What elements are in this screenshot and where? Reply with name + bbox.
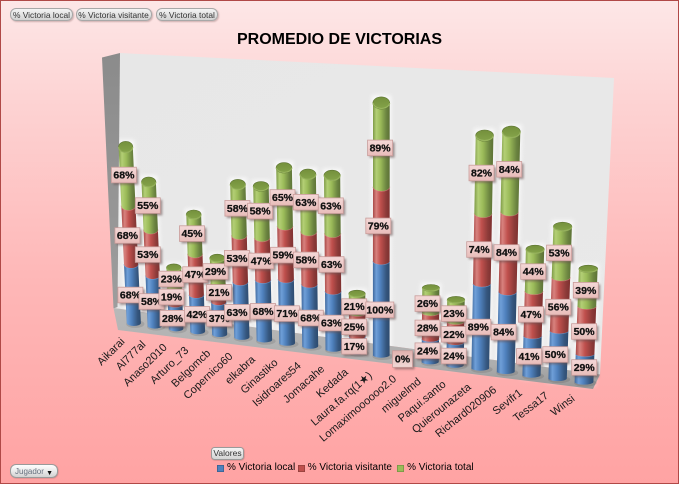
svg-text:25%: 25% <box>344 321 366 333</box>
svg-text:Winsi: Winsi <box>549 393 578 419</box>
svg-text:53%: 53% <box>137 249 159 261</box>
svg-text:53%: 53% <box>226 253 248 265</box>
svg-text:59%: 59% <box>272 250 294 262</box>
svg-text:68%: 68% <box>252 306 274 318</box>
svg-text:47%: 47% <box>251 256 273 268</box>
svg-text:68%: 68% <box>117 230 139 242</box>
svg-text:23%: 23% <box>443 308 465 320</box>
svg-text:19%: 19% <box>161 292 183 304</box>
svg-text:21%: 21% <box>208 287 230 299</box>
svg-text:50%: 50% <box>545 349 567 361</box>
svg-text:100%: 100% <box>366 304 394 316</box>
svg-text:68%: 68% <box>300 313 322 325</box>
svg-text:55%: 55% <box>137 200 159 212</box>
svg-text:17%: 17% <box>344 341 366 353</box>
svg-text:63%: 63% <box>321 259 343 271</box>
svg-text:28%: 28% <box>162 313 184 325</box>
svg-text:63%: 63% <box>295 197 317 209</box>
svg-text:84%: 84% <box>496 247 518 259</box>
svg-text:47%: 47% <box>520 309 542 321</box>
svg-text:84%: 84% <box>499 164 521 176</box>
svg-text:63%: 63% <box>320 200 342 212</box>
svg-text:24%: 24% <box>417 345 439 357</box>
svg-text:47%: 47% <box>185 269 207 281</box>
svg-text:63%: 63% <box>226 307 248 319</box>
svg-text:89%: 89% <box>370 143 392 155</box>
svg-text:29%: 29% <box>205 266 227 278</box>
svg-text:23%: 23% <box>161 274 183 286</box>
svg-text:79%: 79% <box>368 221 390 233</box>
svg-text:22%: 22% <box>443 329 465 341</box>
svg-text:58%: 58% <box>227 203 249 215</box>
svg-text:82%: 82% <box>471 168 493 180</box>
svg-text:58%: 58% <box>250 206 272 218</box>
svg-text:28%: 28% <box>417 323 439 335</box>
svg-text:44%: 44% <box>523 266 545 278</box>
svg-text:63%: 63% <box>321 318 343 330</box>
svg-text:68%: 68% <box>113 170 135 182</box>
svg-text:74%: 74% <box>469 244 491 256</box>
svg-text:42%: 42% <box>186 309 208 321</box>
svg-text:24%: 24% <box>443 351 465 363</box>
svg-text:41%: 41% <box>518 351 540 363</box>
svg-text:68%: 68% <box>120 290 142 302</box>
svg-text:45%: 45% <box>181 228 203 240</box>
svg-text:56%: 56% <box>548 302 570 314</box>
svg-text:65%: 65% <box>272 192 294 204</box>
svg-text:26%: 26% <box>417 298 439 310</box>
svg-text:53%: 53% <box>549 248 571 260</box>
svg-text:89%: 89% <box>468 322 490 334</box>
svg-text:39%: 39% <box>575 285 597 297</box>
svg-text:84%: 84% <box>493 327 515 339</box>
svg-text:58%: 58% <box>296 255 318 267</box>
svg-text:58%: 58% <box>141 296 163 308</box>
svg-text:71%: 71% <box>276 308 298 320</box>
svg-text:21%: 21% <box>344 301 366 313</box>
svg-text:50%: 50% <box>574 326 596 338</box>
svg-text:29%: 29% <box>574 362 596 374</box>
svg-text:0%: 0% <box>395 354 411 366</box>
